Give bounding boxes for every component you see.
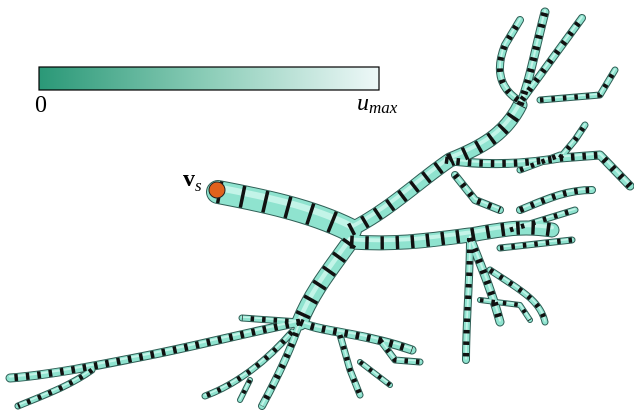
figure: 0 umax vs xyxy=(0,0,634,417)
source-label: vs xyxy=(183,166,202,195)
label-base: v xyxy=(183,166,195,192)
label-subscript: max xyxy=(369,98,398,117)
source-point xyxy=(209,182,225,198)
vessel-body xyxy=(300,242,350,322)
label-base: u xyxy=(357,90,369,116)
colorbar-min-label: 0 xyxy=(35,92,47,118)
colorbar xyxy=(39,67,379,90)
colorbar-max-label: umax xyxy=(357,90,398,117)
label-subscript: s xyxy=(195,176,202,195)
vessel-hl xyxy=(360,361,390,384)
